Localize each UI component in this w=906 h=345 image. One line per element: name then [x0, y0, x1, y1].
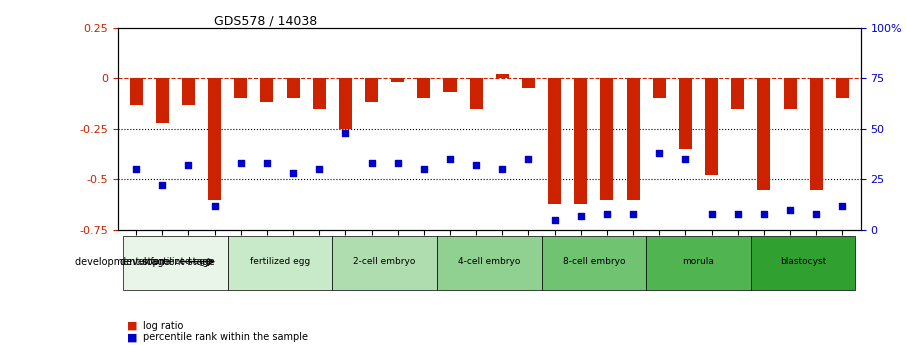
Point — [547, 217, 562, 223]
Point — [155, 183, 169, 188]
Text: unfertilized egg: unfertilized egg — [140, 257, 211, 266]
Bar — [208, 78, 221, 200]
Point — [390, 160, 405, 166]
Bar — [182, 78, 195, 105]
Point — [573, 213, 588, 219]
Bar — [705, 78, 718, 175]
Point — [443, 156, 458, 162]
Point — [730, 211, 745, 217]
Text: 8-cell embryo: 8-cell embryo — [563, 257, 625, 266]
Point — [679, 156, 693, 162]
Bar — [810, 78, 823, 189]
Text: fertilized egg: fertilized egg — [250, 257, 310, 266]
Point — [469, 162, 484, 168]
Point — [207, 203, 222, 208]
Text: 4-cell embryo: 4-cell embryo — [458, 257, 520, 266]
Bar — [234, 78, 247, 98]
Point — [285, 170, 300, 176]
Point — [652, 150, 667, 156]
Point — [757, 211, 771, 217]
Bar — [443, 78, 457, 92]
Point — [417, 167, 431, 172]
Bar — [339, 78, 352, 129]
Text: GDS578 / 14038: GDS578 / 14038 — [215, 14, 318, 28]
Point — [704, 211, 718, 217]
Point — [783, 207, 797, 213]
Bar — [260, 78, 274, 102]
Bar — [601, 78, 613, 200]
FancyBboxPatch shape — [751, 236, 855, 290]
Text: development stage: development stage — [120, 257, 215, 267]
Text: development stage: development stage — [75, 257, 169, 267]
Bar — [548, 78, 561, 204]
Bar — [365, 78, 378, 102]
Bar — [784, 78, 796, 109]
Bar — [679, 78, 692, 149]
Point — [809, 211, 824, 217]
Point — [521, 156, 535, 162]
Bar — [522, 78, 535, 88]
Point — [835, 203, 850, 208]
Point — [260, 160, 275, 166]
FancyBboxPatch shape — [227, 236, 333, 290]
Bar — [391, 78, 404, 82]
Point — [495, 167, 509, 172]
Bar — [574, 78, 587, 204]
FancyBboxPatch shape — [437, 236, 542, 290]
Bar — [286, 78, 300, 98]
Bar — [757, 78, 770, 189]
Point — [626, 211, 641, 217]
Bar — [496, 74, 509, 78]
FancyBboxPatch shape — [333, 236, 437, 290]
Text: morula: morula — [682, 257, 715, 266]
Bar — [731, 78, 745, 109]
Point — [364, 160, 379, 166]
Bar — [469, 78, 483, 109]
FancyBboxPatch shape — [542, 236, 646, 290]
Bar — [652, 78, 666, 98]
Bar — [418, 78, 430, 98]
Bar — [627, 78, 640, 200]
Point — [234, 160, 248, 166]
Text: ■: ■ — [127, 321, 138, 331]
Bar — [836, 78, 849, 98]
Point — [181, 162, 196, 168]
Bar — [130, 78, 142, 105]
Point — [600, 211, 614, 217]
Text: blastocyst: blastocyst — [780, 257, 826, 266]
Point — [338, 130, 352, 136]
Text: ■: ■ — [127, 333, 138, 342]
Text: log ratio: log ratio — [143, 321, 184, 331]
FancyBboxPatch shape — [123, 236, 227, 290]
Text: 2-cell embryo: 2-cell embryo — [353, 257, 416, 266]
FancyBboxPatch shape — [646, 236, 751, 290]
Point — [129, 167, 143, 172]
Text: percentile rank within the sample: percentile rank within the sample — [143, 333, 308, 342]
Bar — [313, 78, 326, 109]
Point — [312, 167, 326, 172]
Bar — [156, 78, 169, 123]
